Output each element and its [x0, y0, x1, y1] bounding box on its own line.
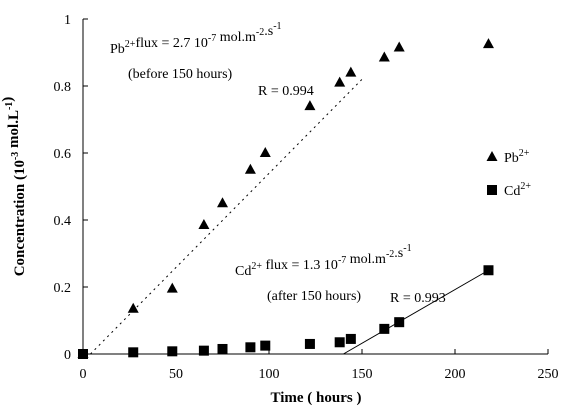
data-point	[198, 219, 210, 230]
text-part: Cd	[235, 264, 251, 279]
y-tick-label: 0.2	[54, 281, 72, 296]
x-tick-label: 150	[352, 367, 373, 382]
data-point	[245, 342, 256, 353]
y-axis-title: Concentration (10-3 mol.L-1)	[0, 97, 28, 277]
data-point	[304, 100, 316, 111]
data-point	[345, 66, 357, 77]
text-part: mol.m	[346, 252, 386, 267]
legend-charge: 2+	[519, 148, 530, 159]
text-part: flux = 1.3 10	[262, 258, 338, 273]
superscript: -1	[4, 102, 15, 110]
fit-r-label: R = 0.993	[390, 291, 446, 306]
data-point	[244, 163, 256, 174]
data-point	[127, 302, 139, 313]
y-tick-label: 1	[64, 13, 71, 28]
annotation-line2: (before 150 hours)	[128, 67, 233, 82]
annotation: Cd2+ flux = 1.3 10-7 mol.m-2.s-1	[235, 243, 412, 279]
text-part: )	[0, 97, 16, 102]
annotation-line2: (after 150 hours)	[267, 289, 361, 304]
text-part: .s	[264, 24, 273, 39]
superscript: -2	[256, 27, 264, 38]
text-part: flux = 2.7 10	[135, 36, 207, 51]
text-part: Pb	[110, 42, 125, 57]
legend-name: Pb	[504, 151, 519, 166]
legend-label: Pb2+	[504, 148, 530, 166]
data-point	[217, 197, 228, 208]
data-point	[167, 346, 178, 357]
data-point	[166, 282, 178, 293]
data-point	[379, 323, 390, 334]
legend-swatch	[487, 185, 497, 195]
superscript: -2	[386, 249, 394, 260]
fit-line	[343, 269, 489, 355]
superscript: -3	[10, 152, 21, 160]
legend-label: Cd2+	[504, 181, 531, 199]
annotation: Pb2+flux = 2.7 10-7 mol.m-2.s-1	[110, 21, 282, 57]
legend-name: Cd	[504, 184, 520, 199]
data-point	[345, 333, 356, 344]
text-part: mol.L	[6, 110, 22, 152]
superscript: 2+	[125, 39, 136, 50]
x-tick-label: 50	[169, 367, 183, 382]
data-point	[304, 338, 315, 349]
data-point	[393, 41, 405, 52]
data-point	[483, 265, 494, 276]
data-point	[394, 317, 405, 328]
fit-line	[90, 78, 363, 355]
fit-r-label: R = 0.994	[258, 84, 314, 99]
legend-charge: 2+	[520, 181, 531, 192]
data-point	[334, 337, 345, 348]
text-part: .s	[394, 246, 403, 261]
text-part: mol.m	[216, 30, 256, 45]
y-tick-label: 0	[64, 348, 71, 363]
y-tick-label: 0.8	[54, 80, 72, 95]
y-tick-label: 0.6	[54, 147, 72, 162]
data-point	[378, 51, 390, 62]
data-point	[260, 340, 271, 351]
data-point	[78, 349, 88, 359]
x-tick-label: 250	[538, 367, 559, 382]
data-point	[128, 347, 139, 358]
x-tick-label: 0	[80, 367, 87, 382]
data-point	[217, 343, 228, 354]
superscript: -1	[273, 21, 281, 32]
data-point	[334, 76, 346, 87]
data-point	[198, 345, 209, 356]
superscript: -7	[208, 33, 216, 44]
x-axis-title: Time ( hours )	[271, 390, 362, 406]
superscript: -1	[403, 243, 411, 254]
superscript: -7	[338, 255, 346, 266]
data-point	[482, 38, 494, 49]
x-tick-label: 200	[445, 367, 466, 382]
superscript: 2+	[251, 261, 262, 272]
x-tick-label: 100	[259, 367, 280, 382]
y-tick-label: 0.4	[54, 214, 72, 229]
data-point	[259, 147, 271, 157]
legend-swatch	[486, 151, 498, 161]
text-part: Concentration (10	[12, 160, 28, 276]
